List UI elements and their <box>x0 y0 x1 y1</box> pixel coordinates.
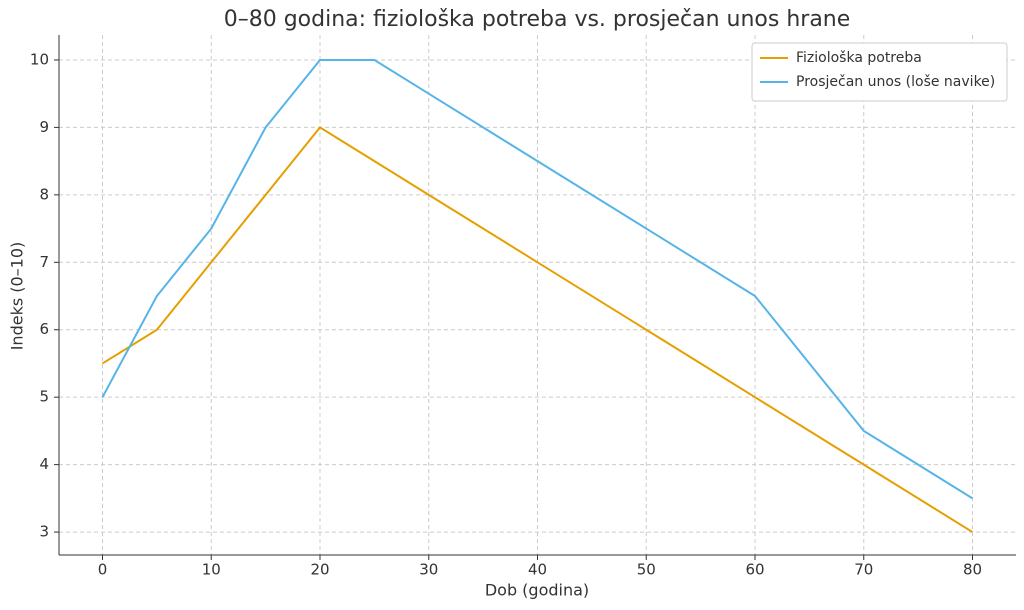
x-tick-label: 0 <box>98 561 108 579</box>
series-line <box>101 58 974 500</box>
y-tick-label: 4 <box>39 455 49 473</box>
x-tick-label: 20 <box>310 561 329 579</box>
x-tick-label: 80 <box>963 561 982 579</box>
y-tick-label: 8 <box>39 185 49 203</box>
x-tick-label: 70 <box>854 561 873 579</box>
y-tick-label: 3 <box>39 523 49 541</box>
x-tick-label: 10 <box>202 561 221 579</box>
x-tick-label: 40 <box>528 561 547 579</box>
x-tick-label: 30 <box>419 561 438 579</box>
legend-box <box>751 42 1008 102</box>
series-line <box>101 126 974 533</box>
legend-label: Prosječan unos (loše navike) <box>796 74 995 90</box>
x-tick-label: 50 <box>637 561 656 579</box>
legend-label: Fiziološka potreba <box>796 50 922 66</box>
x-tick-label: 60 <box>745 561 764 579</box>
y-tick-label: 6 <box>39 320 49 338</box>
y-tick-label: 7 <box>39 253 49 271</box>
y-tick-label: 10 <box>30 50 49 68</box>
y-tick-label: 5 <box>39 388 49 406</box>
y-axis-label: Indeks (0–10) <box>8 242 27 351</box>
chart-title: 0–80 godina: fiziološka potreba vs. pros… <box>224 7 851 32</box>
x-axis-label: Dob (godina) <box>485 581 589 600</box>
y-tick-label: 9 <box>39 118 49 136</box>
